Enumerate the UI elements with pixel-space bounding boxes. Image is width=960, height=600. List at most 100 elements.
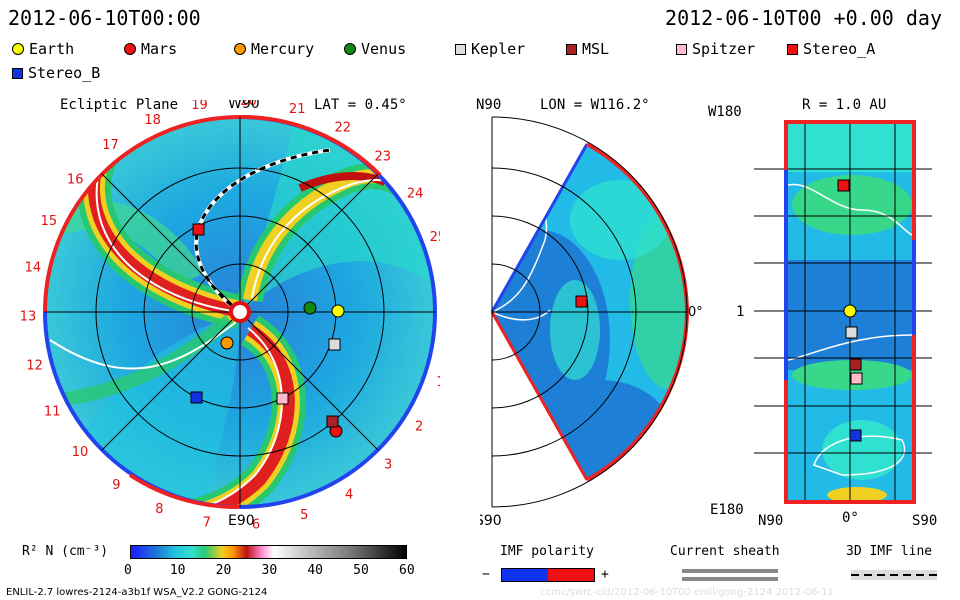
rotation-label: 6 <box>252 517 260 530</box>
rotation-label: 20 <box>240 100 257 109</box>
earth-marker-icon <box>12 43 24 55</box>
spitzer-marker-icon <box>676 43 687 55</box>
stereo-a-marker-icon <box>787 43 798 55</box>
rotation-label: 5 <box>300 508 308 523</box>
legend-label: Mercury <box>251 40 315 58</box>
imf-plus: + <box>601 567 609 582</box>
rotation-label: 13 <box>20 310 37 325</box>
rotation-label: 15 <box>41 214 58 229</box>
sphere-x-mid: 0° <box>842 510 859 526</box>
model-info: ENLIL-2.7 lowres-2124-a3b1f WSA_V2.2 GON… <box>6 587 268 598</box>
legend-stereo-a: Stereo_A <box>787 40 875 58</box>
stereo-b-marker-icon <box>190 391 203 404</box>
rotation-label: 23 <box>375 149 392 164</box>
rotation-label: 18 <box>144 113 161 128</box>
ecliptic-title: Ecliptic Plane <box>60 97 179 113</box>
stereo-a-marker-icon <box>575 295 588 308</box>
rotation-label: 22 <box>335 121 352 136</box>
legend-label: MSL <box>582 40 610 58</box>
legend-mars: Mars <box>124 40 177 58</box>
rotation-label: 10 <box>72 445 89 460</box>
earth-marker-icon <box>331 304 345 318</box>
sphere-map-plot <box>754 120 932 504</box>
sphere-top-left: W180 <box>708 104 742 120</box>
imf-polarity-title: IMF polarity <box>500 544 594 559</box>
venus-marker-icon <box>344 43 356 55</box>
rotation-label: 4 <box>345 488 353 503</box>
msl-marker-icon <box>326 415 339 428</box>
sphere-title: R = 1.0 AU <box>802 97 887 113</box>
rotation-label: 25 <box>430 230 440 245</box>
current-sheath-swatch <box>682 569 778 581</box>
legend-label: Kepler <box>471 40 526 58</box>
legend-spitzer: Spitzer <box>676 40 755 58</box>
ecliptic-top-label: W90 <box>228 100 260 112</box>
legend-mercury: Mercury <box>234 40 314 58</box>
rotation-label: 2 <box>415 419 423 434</box>
meridional-plane-plot: 0° S90 <box>480 116 703 529</box>
meridional-bottom-label: S90 <box>480 513 502 529</box>
imf-positive-swatch <box>548 569 594 581</box>
kepler-marker-icon <box>328 338 341 351</box>
ecliptic-plane-plot: 1920212223242526271234567891011121314151… <box>20 100 440 530</box>
rotation-label: 8 <box>155 502 163 517</box>
legend-venus: Venus <box>344 40 406 58</box>
msl-marker-icon <box>566 43 577 55</box>
rotation-label: 12 <box>26 359 43 374</box>
earth-marker-icon <box>843 304 857 318</box>
legend-label: Stereo_A <box>803 40 876 58</box>
datetime-title: 2012-06-10T00:00 <box>8 6 201 30</box>
rotation-label: 19 <box>191 100 208 113</box>
mercury-marker-icon <box>220 336 234 350</box>
mercury-marker-icon <box>234 43 246 55</box>
legend-label: Spitzer <box>692 40 756 58</box>
legend-stereo-b: Stereo_B <box>12 64 100 82</box>
kepler-marker-icon <box>455 43 466 55</box>
rotation-label: 24 <box>407 186 424 201</box>
colorbar-tick: 50 <box>353 563 369 578</box>
legend-msl: MSL <box>566 40 609 58</box>
watermark: ccmc/swrc-cld/2012-06-10T00 enlil/gong-2… <box>540 587 834 598</box>
sphere-bottom-left: E180 <box>710 502 744 518</box>
legend-label: Mars <box>141 40 178 58</box>
meridional-lon: LON = W116.2° <box>540 97 650 113</box>
stereo-a-marker-icon <box>837 179 850 192</box>
msl-marker-icon <box>849 358 862 371</box>
imf-3d-line-title: 3D IMF line <box>846 544 933 559</box>
rotation-label: 11 <box>44 404 61 419</box>
imf-polarity-bar <box>501 568 595 582</box>
colorbar-tick: 0 <box>124 563 132 578</box>
rotation-label: 9 <box>112 478 120 493</box>
colorbar-tick: 40 <box>307 563 323 578</box>
colorbar-tick: 30 <box>261 563 278 578</box>
meridional-right-label: 0° <box>688 305 703 320</box>
colorbar-tick: 60 <box>399 563 415 578</box>
imf-3d-line-swatch <box>851 570 937 580</box>
legend-kepler: Kepler <box>455 40 525 58</box>
imf-minus: − <box>482 567 490 582</box>
sun-icon <box>229 301 251 323</box>
rotation-label: 3 <box>384 458 392 473</box>
mars-marker-icon <box>124 43 136 55</box>
stereo-a-marker-icon <box>192 223 205 236</box>
sphere-x-left: N90 <box>758 513 784 529</box>
legend-label: Stereo_B <box>28 64 101 82</box>
density-colorbar <box>130 545 407 559</box>
sphere-mid-left: 1 <box>736 304 745 320</box>
spitzer-marker-icon <box>850 372 863 385</box>
colorbar-tick: 10 <box>169 563 186 578</box>
rotation-label: 17 <box>102 138 119 153</box>
rotation-label: 1 <box>436 375 440 390</box>
spitzer-marker-icon <box>276 392 289 405</box>
colorbar-tick: 20 <box>215 563 232 578</box>
sphere-x-right: S90 <box>912 513 938 529</box>
venus-marker-icon <box>303 301 317 315</box>
ecliptic-bottom-label: E90 <box>228 513 255 529</box>
legend-label: Earth <box>29 40 75 58</box>
imf-negative-swatch <box>502 569 548 581</box>
ecliptic-lat: LAT = 0.45° <box>314 97 407 113</box>
stereo-b-marker-icon <box>849 429 862 442</box>
meridional-top-label: N90 <box>476 97 502 113</box>
kepler-marker-icon <box>845 326 858 339</box>
rotation-label: 16 <box>67 173 84 188</box>
